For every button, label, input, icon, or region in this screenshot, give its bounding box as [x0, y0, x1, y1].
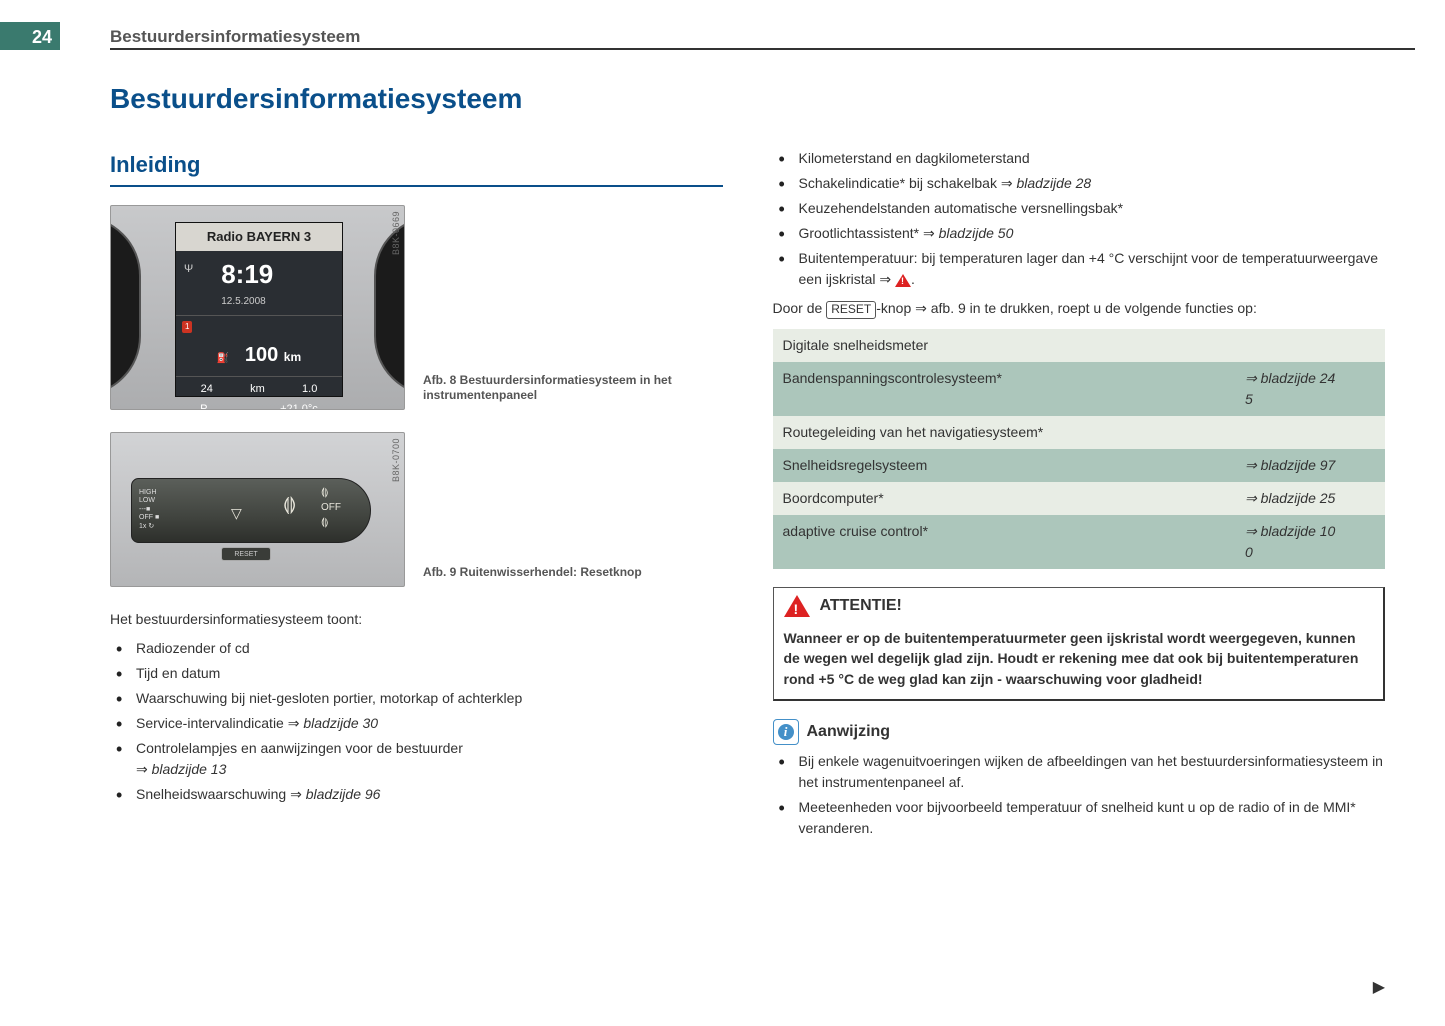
figure-8-caption: Afb. 8 Bestuurdersinformatiesysteem in h… — [423, 373, 723, 410]
attention-body: Wanneer er op de buitentemperatuurmeter … — [774, 624, 1384, 699]
image-code-2: B8K-0700 — [390, 438, 404, 482]
clock-date: 12.5.2008 — [193, 294, 342, 313]
table-cell-ref: ⇒ bladzijde 245 — [1235, 362, 1385, 416]
lever-high-label: HIGH — [139, 489, 159, 497]
table-cell-ref — [1235, 329, 1385, 362]
section-heading: Inleiding — [110, 148, 723, 187]
table-cell-ref: ⇒ bladzijde 25 — [1235, 482, 1385, 515]
list-item: Tijd en datum — [110, 663, 723, 684]
note-header: i Aanwijzing — [773, 719, 1386, 745]
reset-instruction: Door de RESET-knop ⇒ afb. 9 in te drukke… — [773, 298, 1386, 319]
note-bullet-list: Bij enkele wagenuitvoeringen wijken de a… — [773, 751, 1386, 839]
table-row: Routegeleiding van het navigatiesysteem* — [773, 416, 1386, 449]
table-row: Boordcomputer*⇒ bladzijde 25 — [773, 482, 1386, 515]
table-cell-ref: ⇒ bladzijde 97 — [1235, 449, 1385, 482]
figure-9-row: HIGH LOW ---■ OFF ■ 1x ↻ ▽ ⟬⟭ ⟬⟭OFF⟬⟭ RE… — [110, 432, 723, 587]
distance-value: 100 — [245, 344, 278, 366]
rear-wiper-icon: ⟬⟭OFF⟬⟭ — [321, 485, 341, 530]
table-row: adaptive cruise control*⇒ bladzijde 100 — [773, 515, 1386, 569]
list-item: Keuzehendelstanden automatische versnell… — [773, 198, 1386, 219]
list-item: Service-intervalindicatie ⇒ bladzijde 30 — [110, 713, 723, 734]
consumption-value: 1.0 — [302, 381, 317, 398]
reset-button-on-lever: RESET — [221, 547, 271, 561]
left-bullet-list: Radiozender of cd Tijd en datum Waarschuwi… — [110, 638, 723, 805]
washer-icon: ⟬⟭ — [283, 491, 296, 518]
antenna-icon: Ψ — [176, 255, 193, 278]
image-code: B8K-0669 — [390, 211, 404, 255]
clock-time: 8:19 — [193, 255, 342, 294]
list-item: Controlelampjes en aanwijzingen voor de … — [110, 738, 723, 780]
list-item: Meeteenheden voor bijvoorbeeld temperatu… — [773, 797, 1386, 839]
table-cell-label: Bandenspanningscontrolesysteem* — [773, 362, 1236, 416]
right-bullet-list: Kilometerstand en dagkilometerstand Schak… — [773, 148, 1386, 290]
trip-value: 24 — [201, 381, 213, 398]
page-content: Bestuurdersinformatiesysteem Inleiding R… — [110, 78, 1385, 843]
list-item: Grootlichtassistent* ⇒ bladzijde 50 — [773, 223, 1386, 244]
figure-9-caption: Afb. 9 Ruitenwisserhendel: Resetknop — [423, 565, 642, 587]
distance-display: ⛽ 100 km — [176, 334, 342, 377]
figure-8: Radio BAYERN 3 Ψ 8:19 12.5.2008 — [110, 205, 405, 410]
list-item: Radiozender of cd — [110, 638, 723, 659]
distance-unit: km — [284, 350, 301, 364]
table-cell-ref — [1235, 416, 1385, 449]
table-cell-label: Boordcomputer* — [773, 482, 1236, 515]
table-row: Bandenspanningscontrolesysteem*⇒ bladzij… — [773, 362, 1386, 416]
intro-text: Het bestuurdersinformatiesysteem toont: — [110, 609, 723, 630]
table-cell-ref: ⇒ bladzijde 100 — [1235, 515, 1385, 569]
list-item: Schakelindicatie* bij schakelbak ⇒ bladz… — [773, 173, 1386, 194]
wiper-lever-mock: HIGH LOW ---■ OFF ■ 1x ↻ ▽ ⟬⟭ ⟬⟭OFF⟬⟭ RE… — [110, 432, 405, 587]
warning-badge: 1 — [182, 321, 192, 333]
gauge-left — [110, 216, 141, 396]
wiper-front-icon: ▽ — [231, 503, 242, 524]
page-number-badge: 24 — [0, 22, 60, 50]
table-row: Snelheidsregelsysteem⇒ bladzijde 97 — [773, 449, 1386, 482]
lever-1x-label: 1x — [139, 523, 146, 530]
list-item: Bij enkele wagenuitvoeringen wijken de a… — [773, 751, 1386, 793]
table-cell-label: adaptive cruise control* — [773, 515, 1236, 569]
radio-station: Radio BAYERN 3 — [176, 223, 342, 251]
continue-arrow-icon: ▶ — [1373, 976, 1385, 1000]
right-column: Kilometerstand en dagkilometerstand Schak… — [773, 148, 1386, 843]
center-screen: Radio BAYERN 3 Ψ 8:19 12.5.2008 — [175, 222, 343, 397]
trip-unit: km — [250, 381, 265, 398]
table-row: Digitale snelheidsmeter — [773, 329, 1386, 362]
list-item: Waarschuwing bij niet-gesloten portier, … — [110, 688, 723, 709]
lever-labels: HIGH LOW ---■ OFF ■ 1x ↻ — [139, 489, 159, 531]
reset-pre: Door de — [773, 300, 827, 316]
lever-off-label: OFF — [139, 514, 153, 521]
running-header: Bestuurdersinformatiesysteem — [110, 22, 1415, 50]
table-cell-label: Snelheidsregelsysteem — [773, 449, 1236, 482]
reset-post: -knop ⇒ afb. 9 in te drukken, roept u de… — [876, 300, 1257, 316]
table-cell-label: Digitale snelheidsmeter — [773, 329, 1236, 362]
note-title: Aanwijzing — [807, 720, 891, 744]
bottom-row: 24 km 1.0 — [176, 377, 342, 402]
running-header-title: Bestuurdersinformatiesysteem — [110, 22, 1415, 50]
info-icon: i — [773, 719, 799, 745]
left-column: Inleiding Radio BAYERN 3 Ψ — [110, 148, 723, 843]
outside-temp: +21.0°c — [280, 401, 318, 410]
attention-box: ATTENTIE! Wanneer er op de buitentempera… — [773, 587, 1386, 701]
table-cell-label: Routegeleiding van het navigatiesysteem* — [773, 416, 1236, 449]
fuel-icon: ⛽ — [217, 353, 229, 364]
attention-title: ATTENTIE! — [820, 594, 902, 618]
lever-low-label: LOW — [139, 497, 159, 505]
bottom-row-2: P +21.0°c — [176, 401, 342, 410]
list-item: Kilometerstand en dagkilometerstand — [773, 148, 1386, 169]
page-title: Bestuurdersinformatiesysteem — [110, 78, 1385, 120]
attention-header: ATTENTIE! — [774, 588, 1384, 624]
figure-9: HIGH LOW ---■ OFF ■ 1x ↻ ▽ ⟬⟭ ⟬⟭OFF⟬⟭ RE… — [110, 432, 405, 587]
functions-table: Digitale snelheidsmeterBandenspanningsco… — [773, 329, 1386, 569]
figure-8-row: Radio BAYERN 3 Ψ 8:19 12.5.2008 — [110, 205, 723, 410]
warning-icon — [784, 595, 810, 617]
reset-key: RESET — [826, 301, 876, 319]
instrument-display-mock: Radio BAYERN 3 Ψ 8:19 12.5.2008 — [110, 205, 405, 410]
list-item: Snelheidswaarschuwing ⇒ bladzijde 96 — [110, 784, 723, 805]
gear-indicator: P — [200, 401, 207, 410]
list-item: Buitentemperatuur: bij temperaturen lage… — [773, 248, 1386, 290]
